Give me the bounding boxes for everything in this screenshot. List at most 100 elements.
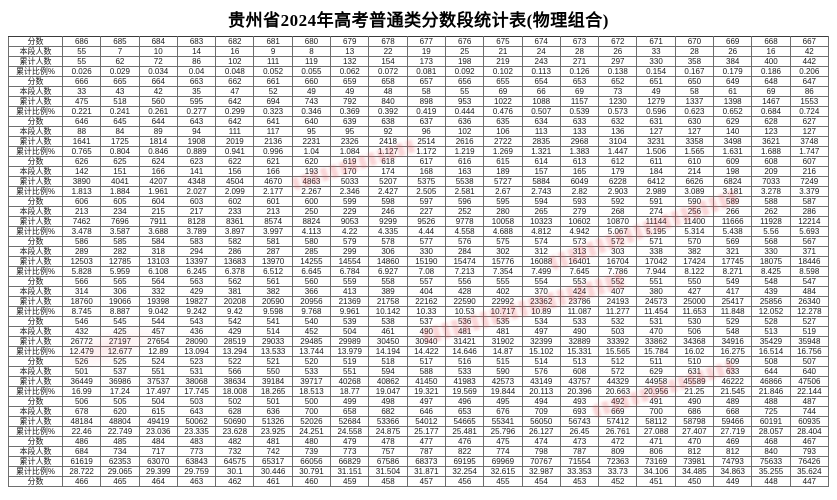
cell: 574 [521, 236, 561, 247]
cell: 0.419 [406, 106, 446, 117]
cell: 495 [483, 396, 523, 407]
cell: 629 [713, 116, 753, 127]
cell: 534 [521, 316, 561, 327]
cell: 641 [253, 116, 293, 127]
cell: 6.512 [253, 266, 293, 277]
cell: 274 [636, 206, 676, 217]
cell: 650 [674, 76, 715, 87]
cell: 656 [444, 76, 485, 87]
cell: 496 [444, 396, 485, 407]
cell: 11144 [636, 216, 676, 227]
cell: 523 [176, 356, 217, 367]
count-row: 本段人数 213 234 215 217 233 213 250 229 246 227 252 280… [8, 206, 830, 217]
cell: 252 [444, 206, 485, 217]
score-row: 分数 626 625 624 623 622 621 620 619 618 617 616 615 61… [8, 156, 830, 167]
cell: 774 [483, 446, 523, 457]
cell: 9.242 [176, 306, 217, 317]
cell: 5538 [444, 176, 485, 187]
cell: 562 [215, 276, 255, 287]
cell: 492 [598, 396, 638, 407]
cell: 55 [61, 56, 102, 67]
cell: 32889 [559, 336, 600, 347]
cell: 477 [406, 436, 446, 447]
cell: 527 [789, 316, 830, 327]
cell: 513 [751, 326, 791, 337]
cell: 21.846 [751, 386, 791, 397]
cell: 23.925 [253, 426, 293, 437]
cell: 14554 [330, 256, 370, 267]
cell: 7.645 [559, 266, 600, 277]
cell: 174 [368, 166, 408, 177]
cell: 289 [61, 246, 102, 257]
cell: 569 [713, 236, 753, 247]
cell: 1088 [521, 96, 561, 107]
cell: 519 [330, 356, 370, 367]
row-label: 本段人数 [8, 126, 63, 137]
cell: 472 [598, 436, 638, 447]
cell: 485 [100, 436, 140, 447]
cell: 509 [713, 356, 753, 367]
cell: 743 [291, 96, 332, 107]
cell: 1.884 [100, 186, 140, 197]
cell: 42573 [483, 376, 523, 387]
percent-row: 累计比例% 28.722 29.065 29.399 29.759 30.1 30.446 3… [8, 466, 830, 477]
cell: 136 [598, 126, 638, 137]
cell: 475 [61, 96, 102, 107]
cell: 27197 [100, 336, 140, 347]
cell: 32.987 [521, 466, 561, 477]
cell: 643 [176, 406, 217, 417]
cell: 0.392 [368, 106, 408, 117]
cell: 5207 [368, 176, 408, 187]
cell: 600 [291, 196, 332, 207]
cell: 700 [636, 406, 676, 417]
cell: 12785 [100, 256, 140, 267]
cell: 531 [636, 316, 676, 327]
cell: 678 [368, 36, 408, 47]
cell: 84 [100, 126, 140, 137]
cell: 503 [598, 326, 638, 337]
cell: 12503 [61, 256, 102, 267]
score-row: 分数 486 485 484 483 482 481 480 479 478 477 476 475 47… [8, 436, 830, 447]
cell: 483 [176, 436, 217, 447]
cell: 683 [176, 36, 217, 47]
cell: 33.73 [598, 466, 638, 477]
cell: 0.138 [598, 66, 638, 77]
cell: 507 [789, 356, 830, 367]
cell: 26 [598, 46, 638, 57]
cell: 69 [751, 86, 791, 97]
cell: 15776 [483, 256, 523, 267]
cell: 535 [483, 316, 523, 327]
cell: 151 [100, 166, 140, 177]
cell: 578 [368, 236, 408, 247]
cell: 11.653 [674, 306, 715, 317]
cell: 9.598 [253, 306, 293, 317]
cell: 5727 [483, 176, 523, 187]
cell: 34.485 [674, 466, 715, 477]
cell: 266 [713, 206, 753, 217]
cell: 684 [61, 446, 102, 457]
cell: 559 [330, 276, 370, 287]
cell: 3.379 [789, 186, 830, 197]
cell: 92 [368, 126, 408, 137]
cell: 50062 [176, 416, 217, 427]
cell: 1.631 [713, 146, 753, 157]
cell: 638 [368, 116, 408, 127]
cell: 458 [368, 476, 408, 487]
cell: 6.784 [330, 266, 370, 277]
cell: 28 [559, 46, 600, 57]
cell: 6412 [636, 176, 676, 187]
cell: 561 [253, 276, 293, 287]
row-label: 分数 [8, 76, 63, 87]
cell: 132 [330, 56, 370, 67]
cell: 213 [61, 206, 102, 217]
cell: 111 [253, 56, 293, 67]
cell: 4041 [100, 176, 140, 187]
cell: 22.46 [61, 426, 102, 437]
cell: 287 [253, 246, 293, 257]
cell: 48804 [100, 416, 140, 427]
cell: 644 [751, 366, 791, 377]
cell: 111 [215, 126, 255, 137]
cell: 568 [751, 236, 791, 247]
row-label: 累计比例% [8, 106, 63, 117]
cell: 16.99 [61, 386, 102, 397]
